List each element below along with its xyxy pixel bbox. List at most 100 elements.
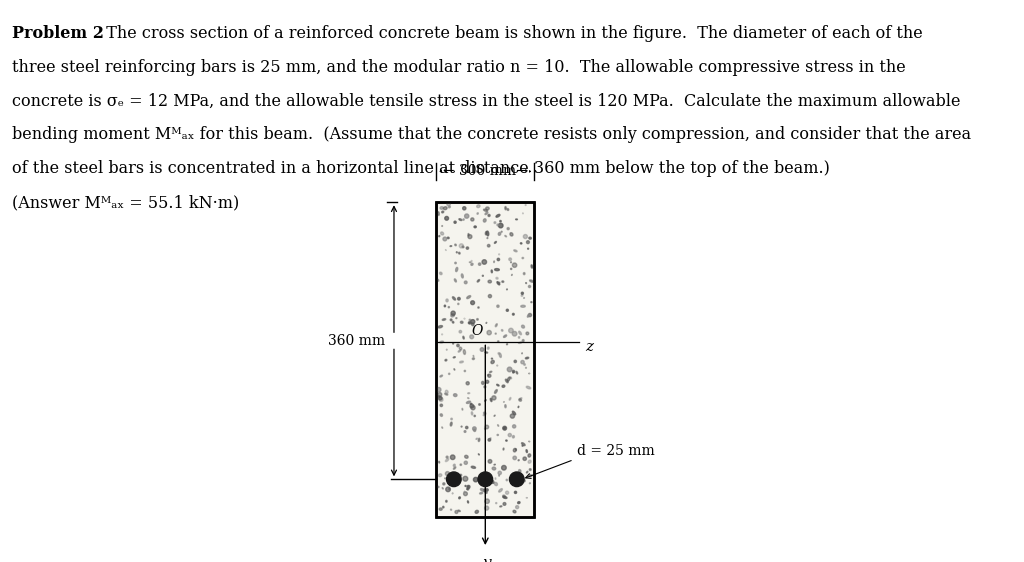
Ellipse shape <box>485 352 487 353</box>
Ellipse shape <box>476 438 477 439</box>
Ellipse shape <box>445 299 449 302</box>
Ellipse shape <box>462 246 464 248</box>
Circle shape <box>471 406 475 410</box>
Ellipse shape <box>507 209 509 211</box>
Text: (Answer Mᴹₐₓ = 55.1 kN·m): (Answer Mᴹₐₓ = 55.1 kN·m) <box>12 194 240 211</box>
Circle shape <box>470 404 474 408</box>
Circle shape <box>451 455 455 460</box>
Ellipse shape <box>500 506 502 507</box>
Ellipse shape <box>512 436 514 438</box>
Ellipse shape <box>527 315 529 317</box>
Circle shape <box>471 301 474 305</box>
Ellipse shape <box>504 427 506 429</box>
Circle shape <box>469 319 471 321</box>
Bar <box>436 202 535 517</box>
Circle shape <box>482 260 486 264</box>
Ellipse shape <box>442 488 443 489</box>
Ellipse shape <box>467 486 469 490</box>
Circle shape <box>498 259 500 261</box>
Ellipse shape <box>445 500 447 502</box>
Ellipse shape <box>463 219 464 220</box>
Circle shape <box>478 472 493 487</box>
Circle shape <box>444 216 449 220</box>
Ellipse shape <box>451 509 452 510</box>
Ellipse shape <box>442 319 445 320</box>
Ellipse shape <box>440 375 442 377</box>
Ellipse shape <box>485 207 489 210</box>
Circle shape <box>487 374 488 375</box>
Ellipse shape <box>502 329 503 331</box>
Ellipse shape <box>504 335 507 337</box>
Ellipse shape <box>490 438 492 439</box>
Ellipse shape <box>506 479 507 481</box>
Circle shape <box>442 483 445 485</box>
Ellipse shape <box>518 342 520 343</box>
Ellipse shape <box>455 279 457 282</box>
Ellipse shape <box>460 361 464 363</box>
Ellipse shape <box>439 272 442 275</box>
Ellipse shape <box>487 347 489 349</box>
Circle shape <box>438 396 442 400</box>
Ellipse shape <box>438 235 439 237</box>
Ellipse shape <box>444 305 445 307</box>
Circle shape <box>458 303 459 305</box>
Text: ← 300 mm→: ← 300 mm→ <box>443 165 527 178</box>
Circle shape <box>440 404 442 406</box>
Ellipse shape <box>507 377 510 381</box>
Circle shape <box>523 234 527 239</box>
Circle shape <box>476 319 478 320</box>
Circle shape <box>488 294 492 298</box>
Ellipse shape <box>505 235 507 237</box>
Ellipse shape <box>468 234 469 236</box>
Text: of the steel bars is concentrated in a horizontal line at distance 360 mm below : of the steel bars is concentrated in a h… <box>12 160 830 177</box>
Ellipse shape <box>440 414 442 416</box>
Ellipse shape <box>505 405 506 407</box>
Ellipse shape <box>468 486 470 488</box>
Circle shape <box>511 268 512 270</box>
Ellipse shape <box>455 244 457 246</box>
Ellipse shape <box>468 501 469 503</box>
Circle shape <box>451 418 453 420</box>
Circle shape <box>451 311 456 315</box>
Circle shape <box>478 307 479 308</box>
Ellipse shape <box>445 459 449 461</box>
Circle shape <box>471 218 474 221</box>
Ellipse shape <box>477 205 480 207</box>
Circle shape <box>526 241 529 243</box>
Ellipse shape <box>484 489 487 493</box>
Circle shape <box>485 380 488 383</box>
Ellipse shape <box>513 370 515 373</box>
Circle shape <box>508 433 511 437</box>
Ellipse shape <box>441 211 443 213</box>
Circle shape <box>496 502 497 504</box>
Circle shape <box>473 427 476 430</box>
Circle shape <box>484 506 488 510</box>
Ellipse shape <box>496 324 498 327</box>
Ellipse shape <box>459 497 461 498</box>
Ellipse shape <box>519 399 521 401</box>
Circle shape <box>445 472 450 475</box>
Circle shape <box>488 460 492 463</box>
Ellipse shape <box>447 478 451 480</box>
Ellipse shape <box>522 339 524 342</box>
Ellipse shape <box>521 443 525 446</box>
Ellipse shape <box>528 454 530 457</box>
Circle shape <box>512 263 517 268</box>
Ellipse shape <box>466 401 471 404</box>
Circle shape <box>509 328 513 333</box>
Ellipse shape <box>498 425 499 426</box>
Ellipse shape <box>506 379 508 383</box>
Circle shape <box>466 382 469 385</box>
Ellipse shape <box>471 264 473 265</box>
Ellipse shape <box>479 492 482 494</box>
Ellipse shape <box>471 466 475 468</box>
Ellipse shape <box>496 214 500 217</box>
Circle shape <box>478 263 481 265</box>
Ellipse shape <box>440 341 443 343</box>
Ellipse shape <box>512 411 516 415</box>
Circle shape <box>502 465 506 470</box>
Ellipse shape <box>440 207 443 209</box>
Circle shape <box>464 281 467 284</box>
Ellipse shape <box>461 321 463 323</box>
Ellipse shape <box>509 397 511 400</box>
